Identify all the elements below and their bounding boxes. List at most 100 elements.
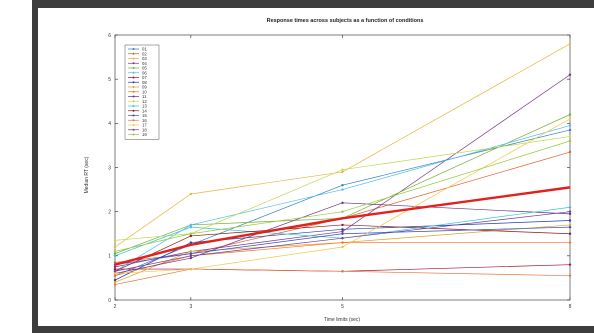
series-point [341, 183, 344, 187]
legend-label: 04 [142, 61, 147, 66]
series-line [114, 226, 571, 266]
legend-label: 16 [142, 118, 147, 123]
series-point [113, 274, 117, 277]
series-point [341, 270, 344, 273]
series-point [568, 212, 572, 216]
x-tick-label: 2 [114, 304, 117, 310]
series-point [341, 230, 344, 233]
series-point [189, 232, 193, 235]
legend-marker [132, 119, 135, 122]
series-point [568, 206, 572, 209]
legend-item: 12 [128, 99, 147, 104]
series-point [568, 73, 572, 76]
series-line [114, 136, 571, 241]
legend-label: 18 [142, 127, 147, 132]
x-axis-label: Time limits (sec) [324, 317, 361, 323]
legend-label: 08 [142, 80, 147, 85]
series-point [568, 225, 572, 229]
legend-label: 14 [142, 108, 147, 113]
series-point [113, 278, 117, 282]
legend-item: 18 [128, 127, 147, 132]
legend-label: 19 [142, 132, 147, 137]
series-point [189, 225, 193, 229]
line-chart: Response times across subjects as a func… [84, 18, 572, 323]
series-point [341, 168, 344, 171]
y-tick-label: 1 [108, 254, 111, 260]
series-18 [113, 210, 572, 273]
legend-label: 03 [142, 56, 147, 61]
series-point [189, 267, 193, 271]
mean-line [114, 186, 571, 266]
window-frame-bottom [32, 326, 594, 333]
legend-marker [132, 105, 135, 107]
y-tick-label: 6 [108, 33, 111, 39]
legend-label: 15 [142, 113, 147, 118]
series-line [114, 118, 571, 274]
mean-line-group [114, 186, 571, 266]
series-point [113, 281, 117, 284]
series-lines [113, 42, 572, 286]
series-point [341, 170, 344, 174]
legend-marker [132, 57, 135, 60]
x-tick-label: 3 [189, 304, 192, 310]
legend-item: 01 [128, 47, 147, 52]
series-point [113, 250, 117, 253]
plot-box [114, 34, 571, 301]
legend-item: 08 [128, 80, 147, 85]
series-line [114, 125, 571, 272]
series-point [568, 232, 572, 235]
series-point [189, 234, 193, 238]
y-tick-label: 4 [108, 121, 111, 127]
legend-item: 02 [128, 51, 147, 56]
series-point [568, 135, 572, 138]
series-point [189, 223, 193, 227]
legend-label: 09 [142, 85, 147, 90]
series-point [568, 117, 572, 121]
legend-item: 16 [128, 118, 147, 123]
legend-marker [132, 109, 135, 112]
y-tick-label: 3 [108, 165, 111, 171]
series-point [341, 232, 344, 235]
legend-label: 13 [142, 104, 147, 109]
series-point [113, 252, 117, 255]
legend-marker [132, 76, 135, 79]
series-point [568, 263, 572, 266]
series-point [113, 254, 117, 258]
legend-item: 05 [128, 66, 147, 71]
series-line [114, 43, 571, 248]
legend-label: 17 [142, 123, 147, 128]
legend-label: 12 [142, 99, 147, 104]
legend-item: 09 [128, 85, 147, 90]
series-point [341, 210, 344, 213]
series-point [568, 124, 572, 127]
legend-item: 17 [128, 123, 147, 128]
legend-item: 06 [128, 70, 147, 75]
legend-label: 10 [142, 89, 147, 94]
series-point [113, 270, 117, 273]
legend-marker [132, 90, 135, 93]
legend-label: 11 [142, 94, 147, 99]
series-point [341, 188, 344, 191]
series-point [341, 228, 344, 231]
series-point [568, 139, 572, 143]
legend-marker [132, 62, 135, 65]
legend-marker [132, 52, 135, 55]
legend-marker [132, 71, 135, 74]
legend-marker [132, 128, 135, 131]
series-03 [113, 42, 572, 249]
series-point [113, 283, 117, 286]
series-point [568, 223, 572, 227]
series-point [113, 245, 117, 249]
legend-item: 10 [128, 89, 147, 94]
series-point [568, 113, 572, 116]
chart-title: Response times across subjects as a func… [267, 18, 424, 24]
legend-label: 07 [142, 75, 147, 80]
series-19 [113, 139, 572, 253]
legend-marker [132, 100, 135, 103]
series-point [568, 210, 572, 213]
legend-marker [132, 67, 135, 69]
series-point [113, 265, 117, 269]
series-point [568, 274, 572, 277]
